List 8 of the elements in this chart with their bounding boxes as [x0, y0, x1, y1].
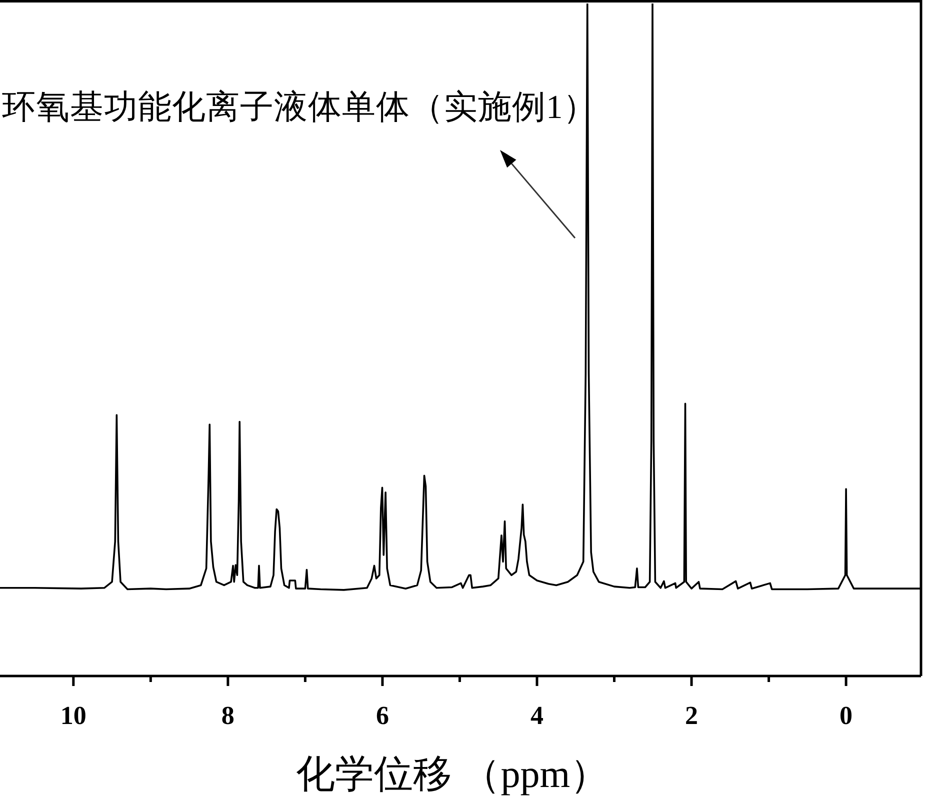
x-tick-label: 0: [840, 701, 853, 730]
x-axis-title: 化学位移 （ppm）: [296, 753, 610, 796]
x-tick-label: 4: [530, 701, 544, 730]
x-tick-label: 6: [376, 701, 389, 730]
x-tick-label: 2: [685, 701, 698, 730]
annotation: 环氧基功能化离子液体单体（实施例1）: [2, 89, 597, 126]
x-tick-label: 10: [60, 701, 86, 730]
x-tick-label: 8: [221, 701, 234, 730]
